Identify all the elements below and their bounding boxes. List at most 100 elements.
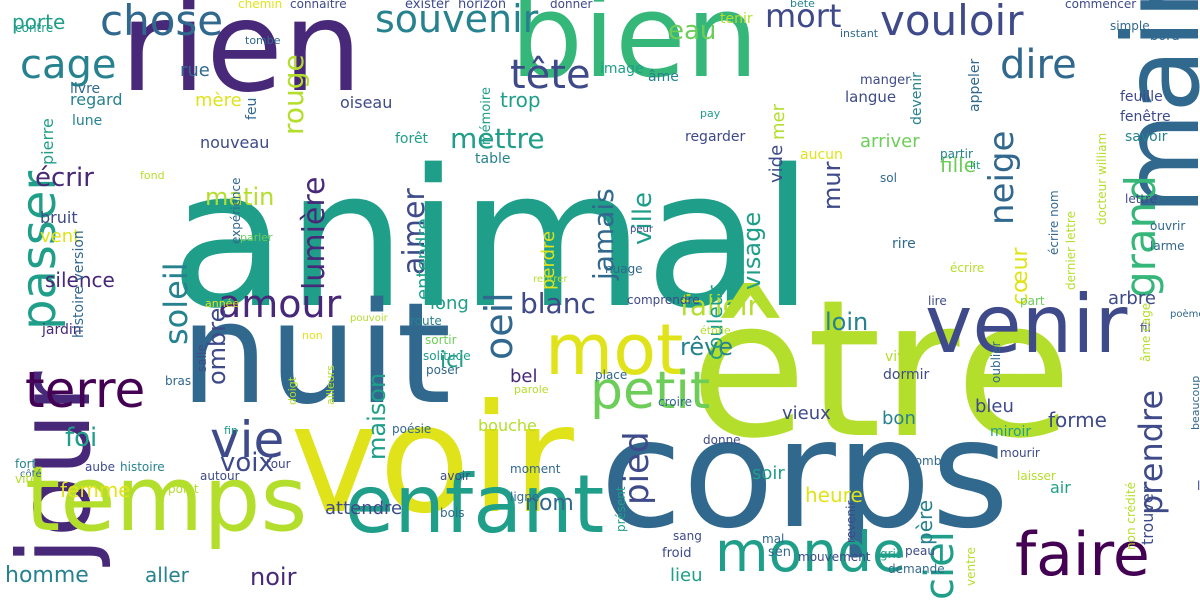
- word-soir: soir: [752, 463, 785, 484]
- word-amour: amour: [218, 282, 342, 326]
- word-vivre: vivre: [885, 349, 920, 365]
- word-forme: forme: [1048, 408, 1107, 432]
- word-lire: lire: [928, 294, 947, 308]
- word-instant: instant: [840, 27, 879, 40]
- word-nom: nom: [525, 491, 574, 516]
- word-faire: faire: [1015, 520, 1150, 590]
- word-bruit: bruit: [40, 208, 78, 227]
- word-fille: fille: [940, 153, 977, 177]
- word-manger: manger: [860, 73, 911, 88]
- word-point: point: [168, 482, 199, 496]
- word-jardin: jardin: [42, 322, 82, 338]
- word-sen: sen: [768, 545, 792, 560]
- word-lit: lit: [970, 159, 981, 172]
- word-aller: aller: [145, 563, 189, 587]
- word-parler: parler: [240, 231, 273, 244]
- word-noir: noir: [250, 563, 297, 591]
- word-avoir: avoir: [440, 469, 471, 483]
- word-levre: lèvre: [1197, 479, 1200, 493]
- word-croire: croire: [658, 395, 692, 409]
- word-aube: aube: [85, 460, 115, 474]
- word-chemin: chemin: [238, 0, 283, 11]
- word-pouvoir: pouvoir: [350, 313, 388, 324]
- word-histoire-version: histoire version: [71, 230, 87, 338]
- word-sang: sang: [673, 529, 702, 543]
- word-attendre: attendre: [325, 498, 403, 519]
- word-devenir: devenir: [909, 72, 925, 125]
- word-savoir: savoir: [1125, 129, 1168, 145]
- word-autour: autour: [200, 469, 240, 483]
- word-femme: femme: [60, 478, 131, 502]
- word-chose: chose: [100, 0, 224, 45]
- word-tombe: tombe: [245, 34, 281, 47]
- word-histoire: histoire: [120, 460, 165, 474]
- word-petit: petit: [590, 361, 711, 421]
- word-mal: mal: [762, 532, 785, 546]
- word-image: image: [600, 61, 644, 77]
- word-feuille: feuille: [1120, 89, 1163, 105]
- word-voir: voir: [290, 373, 574, 547]
- word-arbre: arbre: [1108, 288, 1156, 309]
- word-entendre: entendre: [413, 218, 434, 300]
- word-peau: peau: [905, 544, 935, 558]
- word-etoile: étoile: [700, 324, 731, 337]
- word-route: route: [410, 314, 442, 328]
- word-vide: vide: [766, 144, 787, 183]
- word-tomber: tomber: [910, 454, 954, 468]
- word-donner: donner: [550, 0, 593, 11]
- word-gris: gris: [880, 547, 903, 561]
- word-oeil: oeil: [477, 292, 521, 360]
- word-donne: donne: [703, 433, 741, 447]
- word-pierre: pierre: [38, 118, 57, 165]
- word-nuage: nuage: [605, 262, 643, 276]
- word-regarder: regarder: [685, 129, 746, 145]
- word-place: place: [595, 368, 628, 382]
- word-trop: trop: [500, 88, 541, 112]
- word-ouvrir: ouvrir: [1150, 219, 1186, 233]
- word-fond: fond: [140, 169, 165, 182]
- word-enfant: enfant: [345, 458, 605, 551]
- word-parole: parole: [514, 383, 549, 396]
- word-non-credite: non crédité: [1124, 481, 1138, 550]
- word-fenetre: fenêtre: [1120, 109, 1171, 125]
- word-pere: père: [913, 499, 937, 545]
- word-commencer: commencer: [1065, 0, 1137, 11]
- word-cote: côté: [20, 469, 42, 480]
- word-appeler: appeler: [967, 58, 983, 112]
- word-dire: dire: [1000, 42, 1077, 88]
- word-moment: moment: [510, 462, 561, 476]
- word-fin: fin: [224, 424, 238, 437]
- word-doigt: doigt: [286, 376, 299, 405]
- word-bord: bord: [1150, 29, 1180, 44]
- word-connaitre: connaître: [290, 0, 347, 11]
- word-fil: fil: [1140, 321, 1151, 335]
- word-bois: bois: [440, 506, 465, 520]
- word-exister: exister: [405, 0, 450, 12]
- word-lune: lune: [72, 113, 103, 129]
- word-regard: regard: [70, 90, 123, 109]
- word-corps: corps: [600, 388, 1010, 562]
- word-terre: terre: [25, 361, 146, 419]
- word-bouche: bouche: [478, 416, 537, 435]
- word-air: air: [1050, 478, 1071, 497]
- word-fort: fort: [15, 457, 37, 471]
- word-dormir: dormir: [883, 367, 930, 383]
- word-poser: poser: [426, 363, 460, 377]
- word-lieu: lieu: [670, 565, 703, 586]
- word-nouveau: nouveau: [200, 133, 270, 152]
- word-animal: animal: [170, 129, 814, 350]
- word-poeme: poème: [1170, 309, 1200, 320]
- word-beaucoup: beaucoup: [1189, 375, 1200, 430]
- word-rien: rien: [120, 0, 363, 120]
- word-ventre: ventre: [964, 547, 978, 586]
- word-bete: bête: [790, 0, 815, 10]
- word-neige: neige: [982, 130, 1022, 225]
- word-porte: porte: [12, 10, 66, 34]
- word-sol: sol: [880, 171, 897, 185]
- word-loin: loin: [825, 308, 869, 336]
- word-arriver: arriver: [860, 131, 920, 152]
- word-bon: bon: [882, 408, 916, 429]
- word-mur: mur: [818, 161, 846, 210]
- word-mouvement: mouvement: [798, 550, 871, 564]
- word-eau: eau: [668, 16, 717, 46]
